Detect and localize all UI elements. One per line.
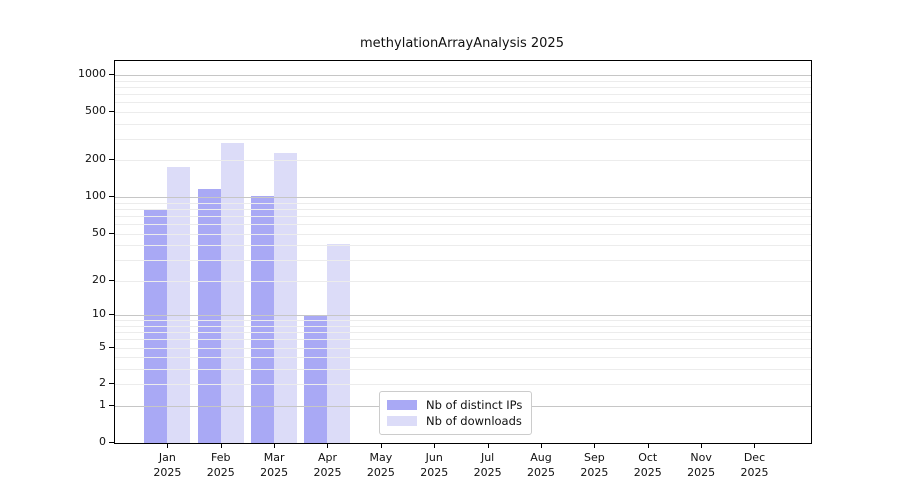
gridline-minor [115,80,811,82]
chart-title: methylationArrayAnalysis 2025 [360,36,564,51]
x-tick [220,443,222,448]
legend-item: Nb of downloads [387,413,522,429]
gridline-minor [115,347,811,349]
y-tick-label: 500 [85,103,106,117]
y-tick [109,383,114,385]
gridline-minor [115,224,811,225]
x-tick [594,443,596,448]
legend-swatch-downloads-icon [387,416,417,426]
gridline-minor [115,160,811,162]
gridline-major [115,315,811,317]
y-tick [109,442,114,443]
y-tick [109,159,114,161]
y-tick-label: 1000 [78,66,106,80]
gridline-minor [115,339,811,341]
y-tick-label: 10 [92,307,106,321]
gridline-minor [115,208,811,210]
gridline-minor [115,280,811,282]
x-tick-label: Jan 2025 [153,451,182,479]
bar-downloads [220,142,244,443]
gridline-minor [115,233,811,235]
gridline-minor [115,384,811,386]
gridline-minor [115,332,811,334]
gridline-minor [115,86,811,88]
y-tick-label: 100 [85,189,106,203]
x-tick [380,443,382,448]
x-tick-label: Nov 2025 [687,451,716,479]
x-tick-label: Jul 2025 [473,451,502,479]
x-tick-label: Jun 2025 [420,451,449,479]
y-tick-label: 0 [99,435,106,448]
gridline-minor [115,138,811,140]
bar-downloads [167,167,191,443]
y-tick [109,279,114,281]
gridline-minor [115,202,811,204]
gridline-minor [115,369,811,371]
gridline-major [115,74,811,76]
legend: Nb of distinct IPs Nb of downloads [379,391,533,435]
x-tick [327,443,329,448]
bar-downloads [327,243,351,443]
y-tick-label: 1 [99,398,106,412]
bar-distinct-ips [251,196,275,443]
legend-label: Nb of distinct IPs [426,398,523,412]
x-tick [540,443,542,448]
bar-downloads [274,152,298,443]
x-tick-label: Dec 2025 [740,451,769,479]
gridline-minor [115,245,811,247]
x-tick [434,443,436,448]
plot-area: Nb of distinct IPs Nb of downloads [114,60,812,444]
x-tick-label: Mar 2025 [260,451,289,479]
y-tick [109,110,114,112]
x-tick-label: May 2025 [366,451,395,479]
x-tick [754,443,756,448]
y-tick-label: 20 [92,272,106,286]
gridline-minor [115,357,811,359]
x-tick-label: Apr 2025 [313,451,342,479]
y-tick [109,196,114,198]
y-tick [109,314,114,316]
legend-label: Nb of downloads [426,414,522,428]
y-tick [109,232,114,234]
x-tick-label: Aug 2025 [526,451,555,479]
y-tick-label: 200 [85,152,106,166]
y-tick-label: 5 [99,339,106,353]
x-tick-label: Sep 2025 [580,451,609,479]
gridline-minor [115,111,811,113]
gridline-minor [115,123,811,125]
x-tick [701,443,703,448]
gridline-minor [115,325,811,327]
x-tick-label: Oct 2025 [633,451,662,479]
gridline-minor [115,93,811,95]
legend-item: Nb of distinct IPs [387,397,522,413]
gridline-minor [115,260,811,262]
gridline-minor [115,215,811,217]
y-tick-label: 2 [99,376,106,390]
x-tick-label: Feb 2025 [206,451,235,479]
x-tick [167,443,169,448]
bar-distinct-ips [304,315,328,443]
gridline-major [115,197,811,199]
x-tick [647,443,649,448]
legend-swatch-distinct-ips-icon [387,400,417,410]
gridline-minor [115,320,811,322]
y-tick [109,73,114,75]
y-tick-label: 50 [92,225,106,239]
y-tick [109,346,114,348]
x-tick [487,443,489,448]
x-tick [274,443,276,448]
y-tick [109,405,114,407]
gridline-minor [115,102,811,104]
